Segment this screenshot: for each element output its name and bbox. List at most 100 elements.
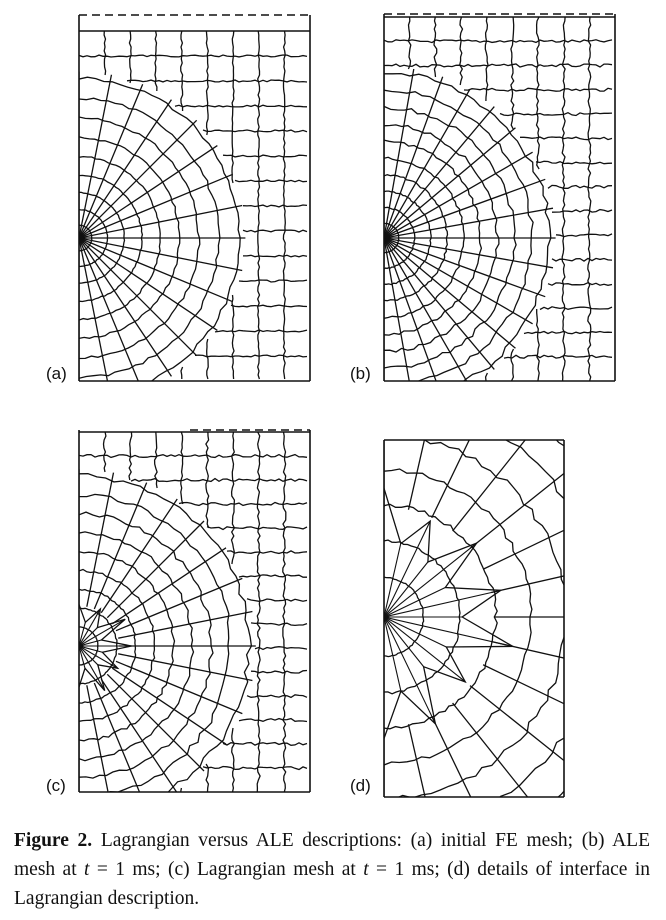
mesh-grid-line [242,204,308,208]
mesh-spoke-line [79,204,243,239]
mesh-grid-line [214,329,308,333]
mesh-spoke-line [111,547,227,625]
mesh-spoke-line [384,237,533,325]
mesh-panel-d: (d) [333,410,666,810]
mesh-grid-line [222,154,308,158]
interface-fan-line [79,627,98,647]
mesh-grid-line [79,453,308,459]
mesh-ring-line [499,440,564,797]
mesh-plot-b [383,13,616,382]
mesh-spoke-line [106,520,205,619]
mesh-grid-line [510,348,515,381]
mesh-grid-line [587,17,592,381]
mesh-spoke-line [79,119,198,239]
mesh-spoke-line [100,498,178,614]
mesh-grid-line [520,136,613,141]
mesh-plot-a [78,14,311,382]
interface-fan-line [384,542,477,618]
mesh-grid-line [205,432,210,529]
mesh-spoke-line [491,640,564,659]
mesh-spoke-line [384,106,495,239]
mesh-spoke-line [79,237,233,303]
mesh-grid-line [202,765,308,771]
mesh-grid-line [243,254,308,258]
mesh-grid-line [484,17,489,102]
interface-fan-line [79,618,126,647]
mesh-grid-line [535,160,613,165]
mesh-panel-c: (c) [0,410,333,810]
mesh-grid-line [226,550,308,555]
interface-fan-line [384,616,466,683]
panel-label-d: (d) [350,776,371,795]
mesh-spoke-line [384,237,546,298]
mesh-grid-line [230,432,236,565]
mesh-lines [384,440,564,797]
mesh-grid-line [547,281,613,286]
mesh-grid-line [551,257,613,262]
mesh-spoke-line [79,237,243,272]
mesh-grid-line [205,763,210,792]
mesh-spoke-line [79,237,109,381]
mesh-spoke-line [469,472,564,549]
mesh-spoke-line [384,68,415,239]
mesh-spoke-line [482,529,564,570]
mesh-grid-line [206,338,209,380]
mesh-grid-line [407,17,412,70]
mesh-spoke-line [452,702,529,797]
mesh-ring-line [384,105,517,369]
panel-label-c: (c) [46,776,66,795]
interface-fan-line [79,645,103,653]
interface-fan-line [79,645,99,666]
mesh-spoke-line [106,673,205,772]
interface-fan-line [384,616,402,692]
mesh-grid-line [384,39,613,44]
interface-fan-line [79,645,106,691]
mesh-grid-line [242,229,308,233]
interface-fan-line [79,639,102,647]
mesh-spoke-line [384,127,516,239]
mesh-spoke-line [431,715,472,797]
mesh-grid-line [206,526,308,531]
mesh-grid-line [238,279,308,283]
mesh-spoke-line [93,682,141,792]
mesh-grid-line [384,63,613,68]
mesh-spoke-line [79,237,218,331]
mesh-spoke-line [79,99,172,239]
mesh-spoke-line [407,440,426,510]
mesh-grid-line [555,233,613,238]
mesh-grid-line [102,432,107,473]
mesh-grid-line [535,309,540,381]
interface-fan-line [384,616,425,667]
mesh-spoke-line [384,237,495,370]
mesh-spoke-line [384,237,410,381]
mesh-spoke-line [384,178,546,239]
mesh-spoke-line [79,173,233,239]
mesh-panel-b: (b) [333,0,666,400]
mesh-spoke-line [93,482,148,610]
mesh-spoke-line [384,151,533,239]
mesh-grid-line [231,727,235,792]
mesh-spoke-line [452,440,526,532]
mesh-grid-line [194,354,308,358]
mesh-grid-line [222,741,308,746]
mesh-grid-line [103,31,107,76]
mesh-grid-line [230,304,308,308]
mesh-grid-line [551,208,613,213]
interface-fan-line [79,645,86,669]
mesh-grid-line [234,179,308,183]
mesh-grid-line [499,111,613,117]
mesh-spoke-line [431,440,470,519]
interface-fan-line [79,622,86,647]
mesh-grid-line [231,294,235,380]
mesh-spoke-line [482,664,564,705]
mesh-grid-line [523,330,613,335]
mesh-grid-line [180,366,184,380]
mesh-ring-line [397,440,564,797]
mesh-grid-line [535,17,540,170]
mesh-grid-line [180,31,184,112]
mesh-spoke-line [79,237,139,381]
mesh-grid-line [547,184,613,189]
mesh-grid-line [238,574,307,578]
mesh-spoke-line [86,472,115,607]
mesh-plot-d [383,439,565,798]
